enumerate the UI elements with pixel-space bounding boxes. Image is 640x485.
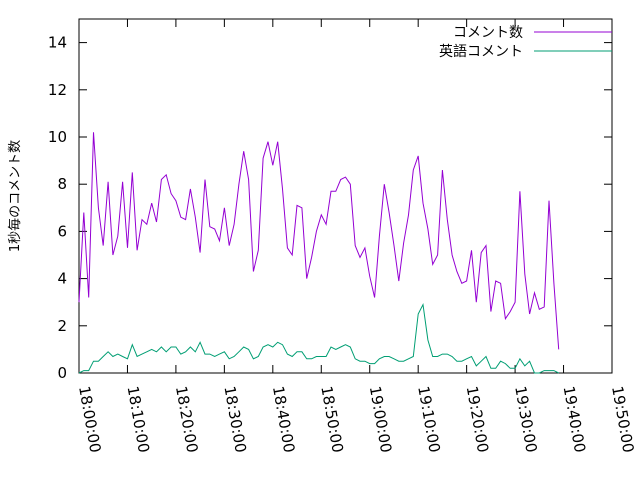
y-tick-label: 6 [57, 222, 67, 240]
y-tick-label: 8 [57, 175, 67, 193]
x-tick-label: 19:20:00 [463, 385, 492, 454]
y-tick-label: 0 [57, 364, 67, 382]
y-tick-label: 10 [48, 128, 67, 146]
series-line-1 [78, 302, 559, 374]
x-tick-label: 18:30:00 [220, 385, 249, 454]
x-tick-label: 18:00:00 [75, 385, 104, 454]
x-tick-label: 18:20:00 [172, 385, 201, 454]
y-axis-label: 1秒毎のコメント数 [7, 140, 23, 252]
series-line-0 [78, 132, 560, 350]
x-tick-label: 19:10:00 [414, 385, 443, 454]
y-tick-label: 4 [57, 270, 67, 288]
series-layer [78, 132, 560, 374]
y-tick-label: 2 [57, 317, 67, 335]
x-tick-label: 19:40:00 [560, 385, 589, 454]
x-tick-label: 19:50:00 [608, 385, 637, 454]
x-tick-label: 18:40:00 [269, 385, 298, 454]
legend-label-1: 英語コメント [439, 43, 523, 60]
x-tick-label: 19:30:00 [511, 385, 540, 454]
x-tick-label: 19:00:00 [366, 385, 395, 454]
legend-label-0: コメント数 [453, 25, 523, 41]
plot-border [78, 18, 613, 374]
x-tick-label: 18:10:00 [124, 385, 153, 454]
y-tick-label: 14 [48, 34, 67, 52]
x-tick-label: 18:50:00 [317, 385, 346, 454]
y-tick-label: 12 [48, 81, 67, 99]
